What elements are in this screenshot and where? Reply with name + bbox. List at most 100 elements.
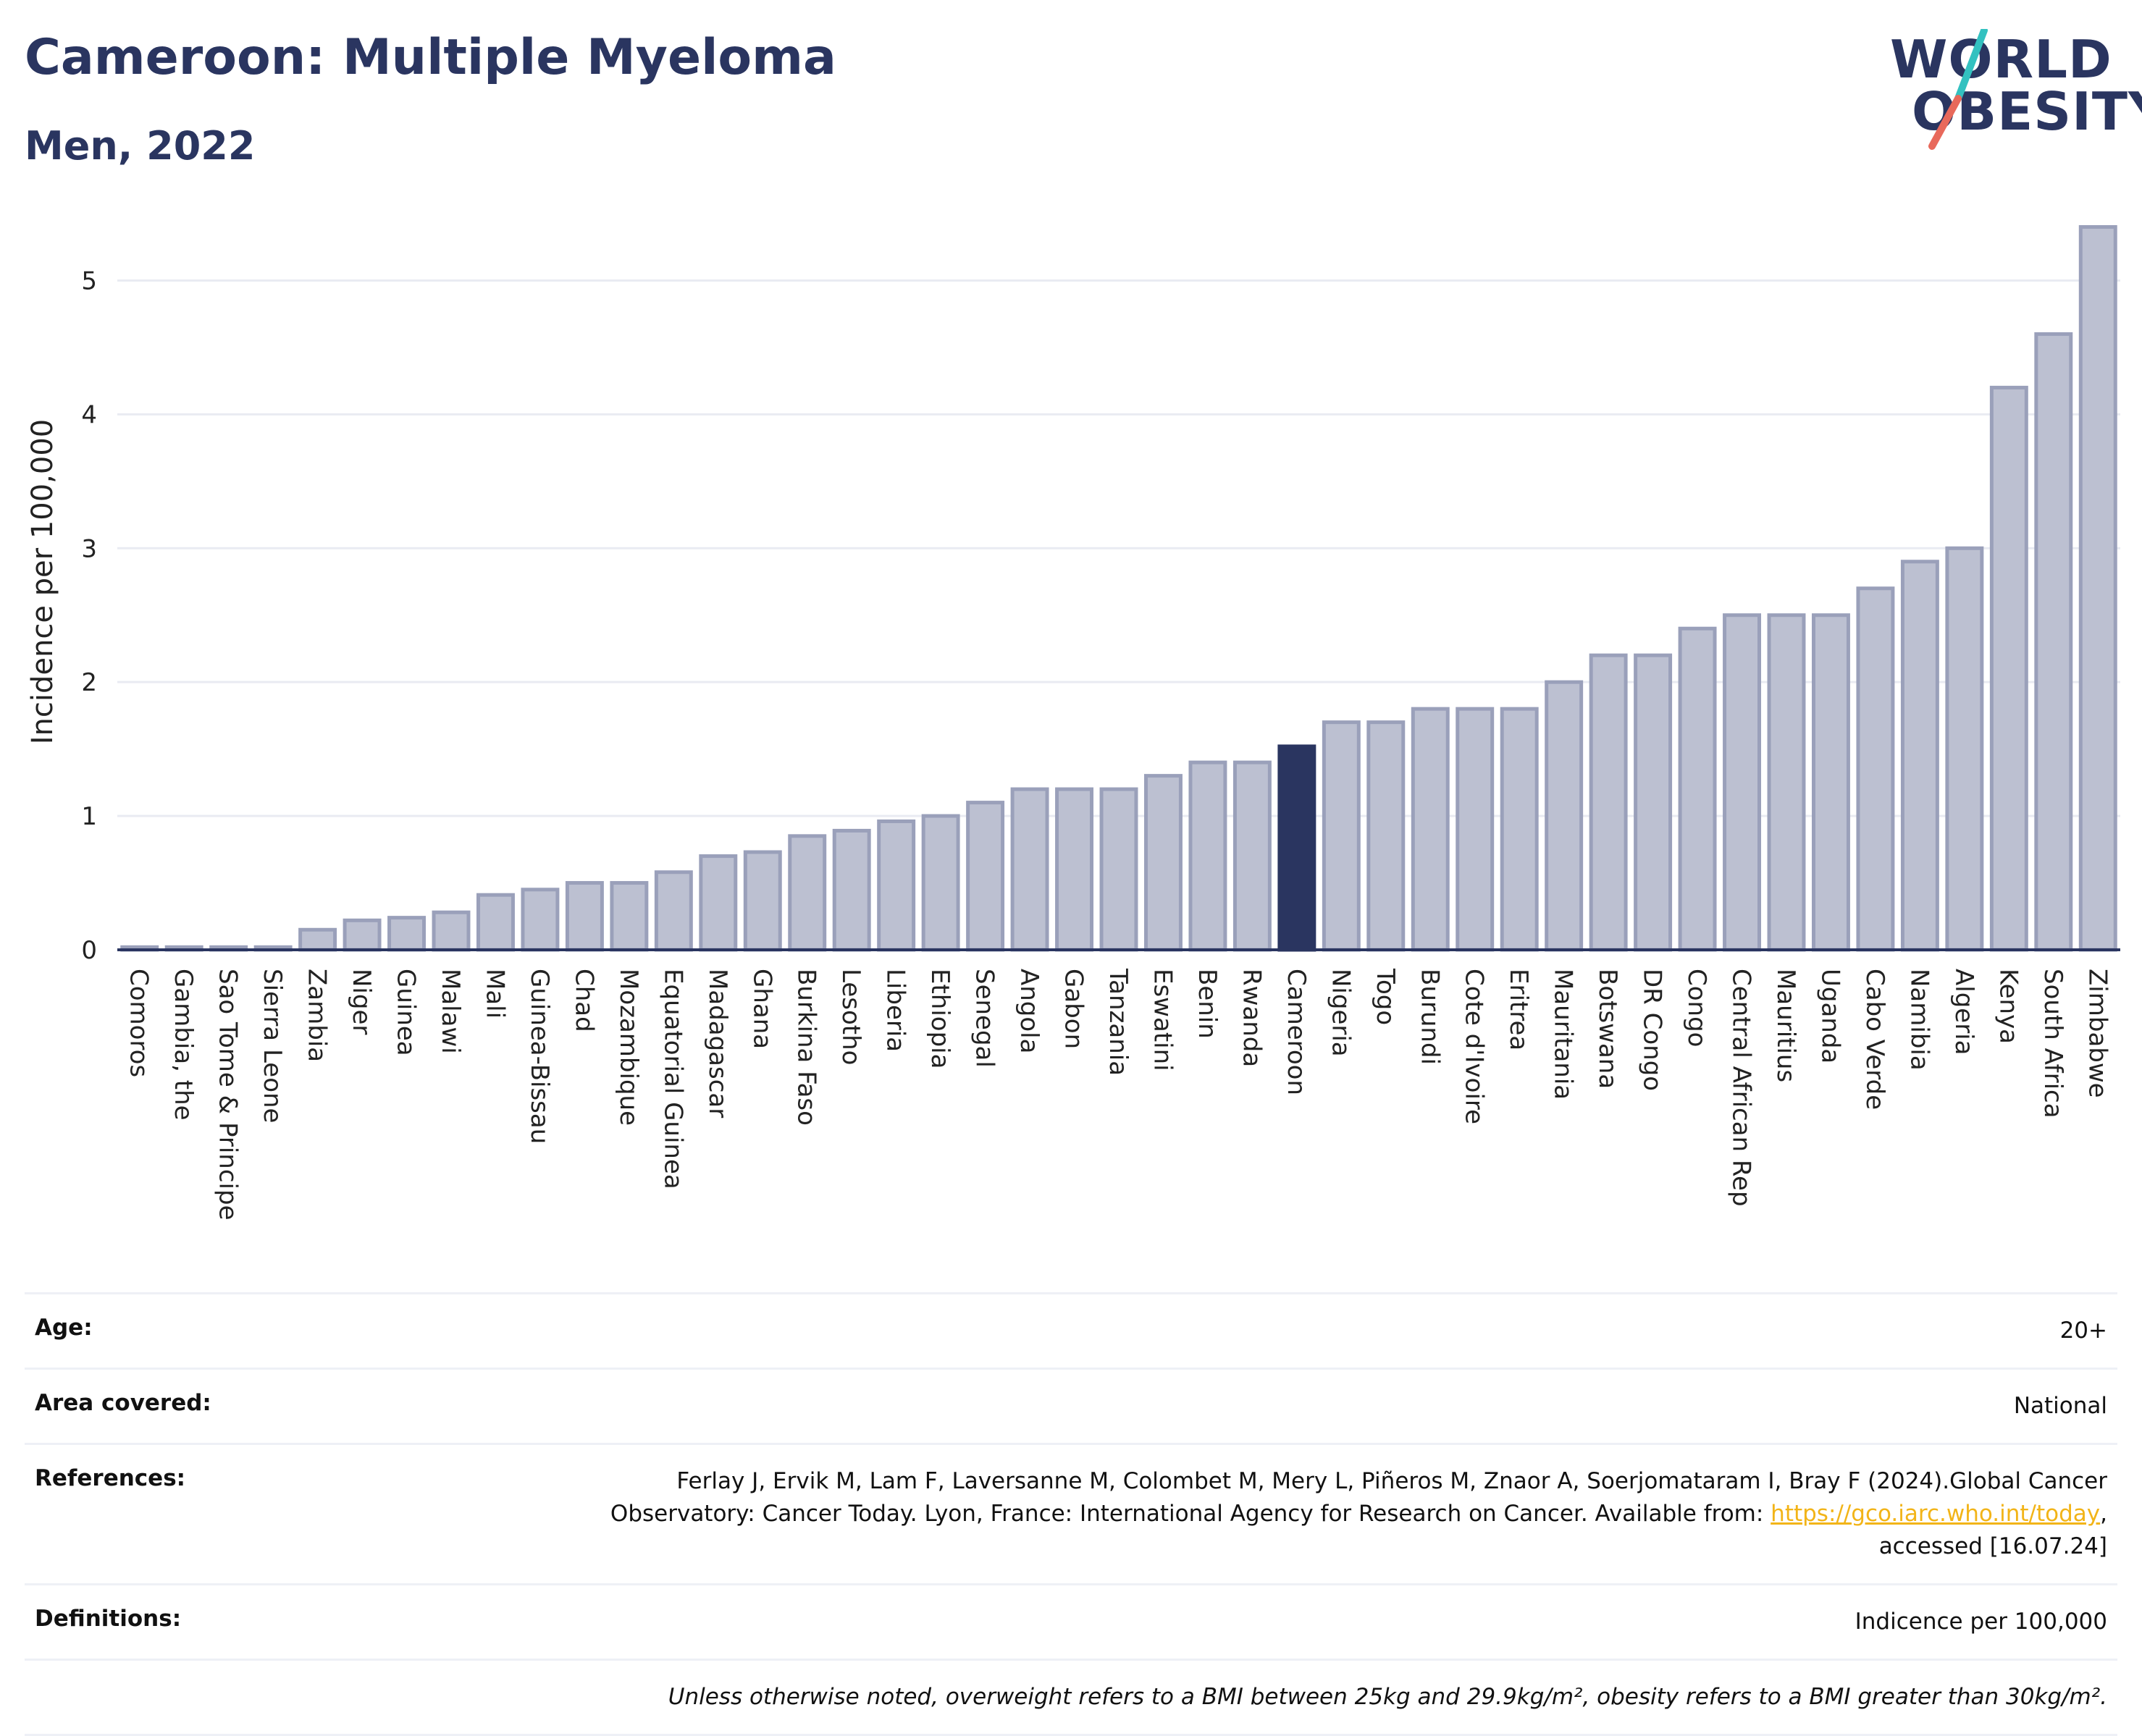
x-tick-label: Burundi <box>1415 969 1444 1065</box>
x-tick-label: Algeria <box>1949 969 1978 1055</box>
info-row-note: Unless otherwise noted, overweight refer… <box>25 1658 2117 1734</box>
x-tick-label: Equatorial Guinea <box>658 969 687 1189</box>
bar <box>966 801 1005 952</box>
y-tick-label: 4 <box>81 400 97 429</box>
world-obesity-logo: WORLD OBESITY <box>1883 29 2142 159</box>
x-tick-label: Eritrea <box>1504 969 1533 1050</box>
info-row-references: References: Ferlay J, Ervik M, Lam F, La… <box>25 1442 2117 1583</box>
bmi-note: Unless otherwise noted, overweight refer… <box>668 1683 2107 1710</box>
bar <box>432 910 471 952</box>
bar <box>343 918 382 952</box>
bar <box>1322 720 1361 952</box>
bar <box>1811 613 1850 952</box>
area-label: Area covered: <box>35 1389 211 1416</box>
bar <box>699 854 738 952</box>
x-tick-label: Central African Rep <box>1727 969 1756 1207</box>
bar <box>1188 760 1227 952</box>
x-tick-label: Mali <box>480 969 509 1019</box>
bar <box>1589 653 1628 952</box>
x-tick-label: Namibia <box>1904 969 1933 1071</box>
bar <box>387 916 427 952</box>
area-value: National <box>2013 1392 2107 1419</box>
x-tick-label: Ethiopia <box>925 969 954 1069</box>
info-row-age: Age: 20+ <box>25 1292 2117 1368</box>
bars <box>120 224 2117 952</box>
x-tick-label: Sao Tome & Principe <box>214 969 243 1221</box>
bar <box>1767 613 1806 952</box>
bar <box>610 881 649 952</box>
x-tick-label: DR Congo <box>1638 969 1667 1091</box>
x-tick-label: Liberia <box>881 969 910 1052</box>
page-title: Cameroon: Multiple Myeloma <box>25 29 836 86</box>
x-tick-label: Gabon <box>1059 969 1088 1049</box>
x-tick-label: Senegal <box>970 969 999 1068</box>
x-tick-label: Lesotho <box>836 969 865 1065</box>
bar <box>2078 224 2117 952</box>
bar <box>1411 707 1450 952</box>
y-tick-label: 3 <box>81 534 97 563</box>
x-tick-label: Guinea <box>392 969 421 1056</box>
bar <box>1366 720 1406 952</box>
x-tick-label: Nigeria <box>1326 969 1355 1057</box>
bar <box>521 888 560 952</box>
bar <box>1545 680 1584 952</box>
x-tick-label: Togo <box>1371 968 1400 1025</box>
definitions-value: Indicence per 100,000 <box>1855 1608 2107 1635</box>
bar <box>1143 774 1183 952</box>
bar <box>743 850 782 952</box>
bar <box>1856 586 1895 952</box>
references-label: References: <box>35 1465 186 1491</box>
x-tick-label: Cote d'Ivoire <box>1460 969 1489 1124</box>
x-tick-label: Angola <box>1015 969 1043 1053</box>
y-axis-label: Incidence per 100,000 <box>26 419 59 745</box>
x-tick-label: Tanzania <box>1104 968 1133 1076</box>
bar <box>2034 332 2073 952</box>
bar <box>476 893 515 952</box>
references-line-1: Ferlay J, Ervik M, Lam F, Laversanne M, … <box>676 1467 2107 1494</box>
x-tick-label: Botswana <box>1593 969 1622 1089</box>
x-tick-label: Zambia <box>303 969 332 1062</box>
x-tick-label: Uganda <box>1815 969 1844 1063</box>
x-tick-label: Guinea-Bissau <box>525 969 554 1144</box>
y-tick-label: 5 <box>81 266 97 295</box>
bar <box>1900 560 1939 952</box>
definitions-label: Definitions: <box>35 1605 182 1632</box>
x-tick-label: Kenya <box>1994 969 2023 1044</box>
bar <box>877 819 916 952</box>
bar-chart: 0 1 2 3 4 5 Comoros Gambia, the Sao Tome & Prin… <box>26 224 2120 1221</box>
x-tick-label: Mozambique <box>614 969 643 1126</box>
bar <box>298 927 337 952</box>
bar <box>1055 787 1094 952</box>
info-table: Age: 20+ Area covered: National Referenc… <box>25 1292 2117 1736</box>
bar <box>1634 653 1673 952</box>
x-axis-ticks: Comoros Gambia, the Sao Tome & Principe Sie… <box>125 968 2112 1221</box>
x-tick-label: Congo <box>1682 969 1711 1047</box>
x-tick-label: Sierra Leone <box>258 969 287 1123</box>
x-tick-label: Chad <box>569 969 598 1032</box>
x-tick-label: Cameroon <box>1282 969 1311 1095</box>
info-row-definitions: Definitions: Indicence per 100,000 <box>25 1583 2117 1659</box>
age-value: 20+ <box>2059 1318 2107 1344</box>
bar <box>565 881 604 952</box>
bar <box>1099 787 1138 952</box>
x-tick-label: Madagascar <box>703 969 732 1118</box>
x-tick-label: Niger <box>347 969 376 1035</box>
bar <box>1500 707 1539 952</box>
bar <box>1456 707 1495 952</box>
y-tick-label: 0 <box>81 936 97 965</box>
x-tick-label: Mauritius <box>1771 969 1800 1082</box>
y-tick-label: 1 <box>81 802 97 831</box>
info-row-area: Area covered: National <box>25 1367 2117 1443</box>
references-line-2-end: , <box>2100 1500 2107 1527</box>
x-tick-label: Eswatini <box>1148 969 1177 1071</box>
info-bottom-rule <box>25 1733 2117 1736</box>
bar <box>832 828 871 952</box>
references-link[interactable]: https://gco.iarc.who.int/today <box>1771 1500 2101 1527</box>
bar <box>921 814 960 952</box>
references-line-2: Observatory: Cancer Today. Lyon, France:… <box>610 1500 1771 1527</box>
bar <box>1723 613 1762 952</box>
x-tick-label: Mauritania <box>1549 969 1578 1100</box>
x-tick-label: Zimbabwe <box>2083 969 2112 1098</box>
references-line-3: accessed [16.07.24] <box>1878 1533 2107 1559</box>
x-tick-label: Comoros <box>125 969 154 1077</box>
